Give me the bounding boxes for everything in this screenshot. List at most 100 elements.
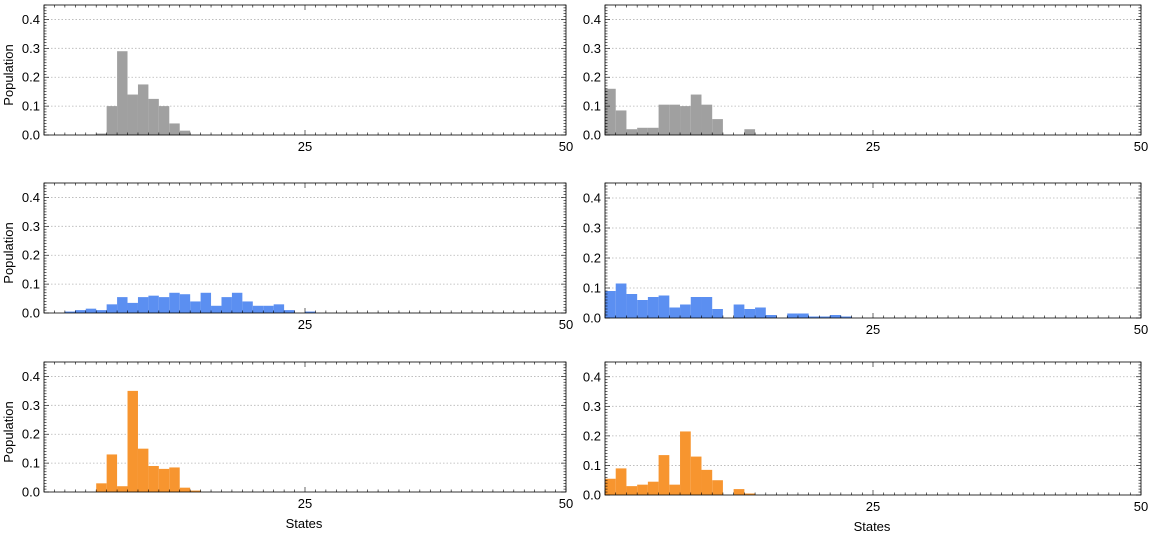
histogram-bar <box>840 316 852 318</box>
histogram-bar <box>148 295 159 313</box>
histogram-bar <box>819 316 831 318</box>
histogram-bar <box>637 484 648 495</box>
histogram-bar <box>169 292 180 313</box>
histogram-bar <box>106 304 118 313</box>
histogram-bar <box>179 487 191 492</box>
histogram-bar <box>221 297 232 313</box>
y-tick-label: 0.4 <box>583 191 601 206</box>
histogram-bar <box>712 119 723 135</box>
histogram-bar <box>158 468 170 492</box>
histogram-bar <box>733 489 745 495</box>
y-tick-label: 0.3 <box>583 41 601 56</box>
histogram-bar <box>127 302 138 313</box>
y-tick-label: 0.2 <box>22 70 40 85</box>
y-tick-label: 0.1 <box>22 277 40 292</box>
y-tick-label: 0.0 <box>583 128 601 143</box>
plot-frame <box>604 182 1142 319</box>
histogram-bar <box>284 310 295 313</box>
histogram-bar <box>615 283 627 318</box>
histogram-bar <box>765 315 777 318</box>
y-tick-label: 0.1 <box>583 281 601 296</box>
y-tick-label: 0.3 <box>22 398 40 413</box>
histogram-bar <box>626 129 638 135</box>
histogram-bar <box>148 98 159 135</box>
y-axis-label: Population <box>1 44 16 105</box>
histogram-bar <box>647 127 659 135</box>
histogram-bar <box>658 104 670 135</box>
y-tick-label: 0.3 <box>22 219 40 234</box>
y-tick-label: 0.1 <box>22 456 40 471</box>
y-tick-label: 0.2 <box>583 428 601 443</box>
histogram-bar <box>797 313 809 318</box>
histogram-bar <box>106 454 118 492</box>
histogram-panel-4: 0.0 0.1 0.2 0.3 0.4 25 50 <box>583 182 1148 337</box>
histogram-bar <box>690 297 702 318</box>
histogram-bar <box>647 297 659 318</box>
histogram-bar <box>137 297 149 313</box>
histogram-bar <box>744 309 756 318</box>
histogram-bar <box>231 292 243 313</box>
x-tick-label: 25 <box>866 139 880 154</box>
histogram-bar <box>701 297 713 318</box>
x-tick-label: 50 <box>1134 139 1148 154</box>
histogram-bar <box>755 307 766 318</box>
y-tick-label: 0.0 <box>583 311 601 326</box>
histogram-bar <box>733 304 745 318</box>
y-tick-label: 0.1 <box>583 458 601 473</box>
y-tick-label: 0.3 <box>583 399 601 414</box>
histogram-bar <box>680 304 691 318</box>
histogram-bar <box>273 304 285 313</box>
x-tick-label: 50 <box>559 496 573 511</box>
histogram-bar <box>712 309 723 318</box>
x-tick-label: 50 <box>559 317 573 332</box>
histogram-bar <box>190 490 201 492</box>
y-axis-label: Population <box>1 401 16 462</box>
histogram-panel-6: 0.0 0.1 0.2 0.3 0.4 25 50 States <box>583 361 1148 534</box>
x-tick-label: 25 <box>298 139 312 154</box>
histogram-bar <box>190 301 201 313</box>
histogram-bar <box>626 486 638 495</box>
histogram-bar <box>305 311 316 313</box>
y-tick-label: 0.2 <box>583 70 601 85</box>
y-tick-label: 0.0 <box>22 485 40 500</box>
y-tick-label: 0.1 <box>583 99 601 114</box>
histogram-bar <box>127 94 138 135</box>
x-tick-label: 50 <box>559 139 573 154</box>
histogram-panel-1: 0.0 0.1 0.2 0.3 0.4 25 50 Population <box>1 4 573 154</box>
histogram-bar <box>830 315 841 318</box>
y-tick-label: 0.4 <box>583 12 601 27</box>
histogram-bar <box>158 106 170 135</box>
y-tick-label: 0.1 <box>22 99 40 114</box>
y-tick-label: 0.4 <box>22 369 40 384</box>
histogram-bar <box>211 305 222 313</box>
x-tick-label: 25 <box>298 317 312 332</box>
histogram-bar <box>137 448 149 492</box>
histogram-bar <box>712 480 723 495</box>
x-axis-label: States <box>286 516 323 531</box>
histogram-bar <box>605 478 616 495</box>
histogram-bar <box>626 294 638 318</box>
histogram-bar <box>808 316 820 318</box>
histogram-bar <box>615 468 627 495</box>
histogram-bar <box>242 301 253 313</box>
histogram-bar <box>680 106 691 135</box>
histogram-bar <box>680 431 691 495</box>
x-tick-label: 25 <box>866 322 880 337</box>
histogram-bar <box>637 127 648 135</box>
histogram-panel-2: 0.0 0.1 0.2 0.3 0.4 25 50 <box>583 4 1148 154</box>
histogram-bar <box>658 455 670 495</box>
y-tick-label: 0.3 <box>583 221 601 236</box>
plot-frame <box>43 182 567 314</box>
histogram-bar <box>64 311 76 313</box>
histogram-bar <box>252 305 264 313</box>
x-axis-label: States <box>854 519 891 534</box>
histogram-bar <box>605 291 616 318</box>
histogram-bar <box>137 84 149 135</box>
y-tick-label: 0.2 <box>22 427 40 442</box>
histogram-bar <box>75 310 86 313</box>
histogram-panel-3: 0.0 0.1 0.2 0.3 0.4 25 50 Population <box>1 182 573 332</box>
histogram-bar <box>263 305 274 313</box>
histogram-bar <box>787 313 798 318</box>
histogram-bar <box>637 300 648 318</box>
